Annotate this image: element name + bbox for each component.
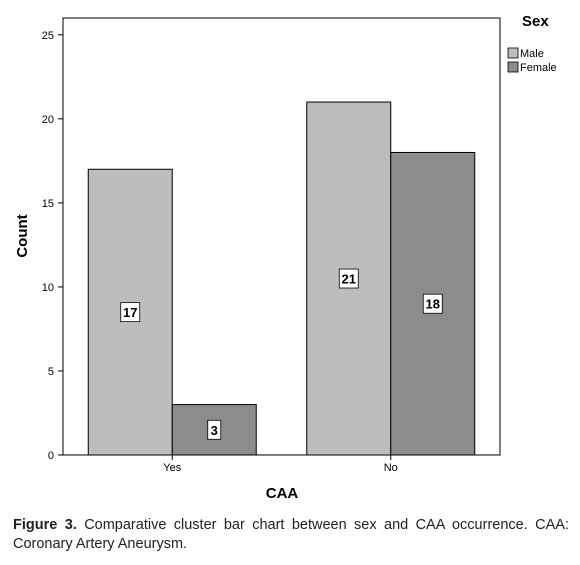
y-tick-label: 0: [48, 450, 54, 462]
legend-label-female: Female: [520, 62, 557, 74]
y-axis-label: Count: [14, 214, 31, 257]
x-tick-label: Yes: [163, 462, 181, 474]
y-tick-label: 10: [42, 282, 54, 294]
legend-label-male: Male: [520, 48, 544, 60]
x-tick-label: No: [384, 462, 398, 474]
data-label-box: [207, 419, 222, 440]
data-label: 18: [426, 297, 440, 312]
caption-label: Figure 3.: [13, 517, 77, 533]
x-axis-label: CAA: [266, 485, 299, 502]
y-tick-label: 25: [42, 30, 54, 42]
y-tick-label: 5: [48, 366, 54, 378]
figure-caption: Figure 3. Comparative cluster bar chart …: [13, 516, 569, 554]
chart: 0 5 10 15 20 25 Yes No 17 3 21 18 Count CAA Sex M…: [14, 13, 557, 502]
data-label-box: [338, 268, 359, 289]
data-label-box: [422, 293, 443, 314]
legend-swatch-female: [507, 61, 519, 73]
data-label: 21: [342, 272, 356, 287]
legend: Sex Male Female: [507, 13, 557, 74]
y-tick-label: 20: [42, 114, 54, 126]
data-label: 17: [123, 305, 137, 320]
data-labels: 17 3 21 18: [120, 268, 443, 440]
y-tick-label: 15: [42, 198, 54, 210]
data-label-box: [120, 302, 141, 323]
x-axis: Yes No: [163, 455, 398, 474]
y-axis: 0 5 10 15 20 25: [42, 30, 63, 462]
data-label: 3: [211, 423, 218, 438]
legend-title: Sex: [522, 13, 549, 30]
legend-swatch-male: [507, 47, 519, 59]
caption-text: Comparative cluster bar chart between se…: [13, 517, 569, 552]
